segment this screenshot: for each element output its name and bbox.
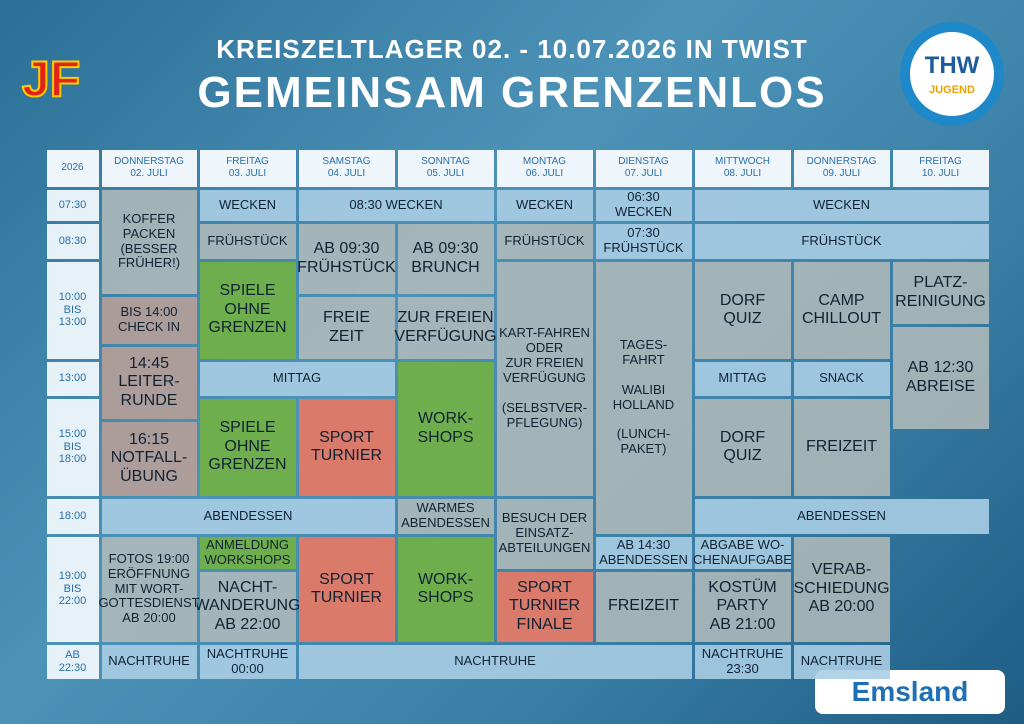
header-date: 03. JULI (228, 168, 267, 179)
time-label: AB 22:30 (46, 644, 99, 679)
day-header: DONNERSTAG 09. JULI (793, 149, 890, 187)
header-day: SONNTAG (421, 156, 470, 167)
header-date: 02. JULI (130, 168, 168, 179)
schedule-cell: SPORT TURNIER FINALE (496, 571, 593, 642)
schedule-cell: AB 09:30 FRÜHSTÜCK (297, 223, 396, 294)
header-date: 08. JULI (723, 168, 762, 179)
header-date: 09. JULI (822, 168, 861, 179)
schedule-cell: ZUR FREIEN VERFÜGUNG (394, 296, 497, 359)
time-label: 18:00 (46, 498, 99, 534)
schedule-cell: WORK- SHOPS (397, 361, 494, 496)
title: KREISZELTLAGER 02. - 10.07.2026 IN TWIST (216, 34, 808, 64)
logo-jf: JF (21, 50, 81, 108)
schedule-cell: 14:45 LEITER- RUNDE (101, 346, 197, 419)
schedule-cell: NACHT- WANDERUNG AB 22:00 (194, 571, 301, 642)
schedule-cell: 16:15 NOTFALL- ÜBUNG (101, 421, 197, 496)
header-day: MITTWOCH (715, 156, 770, 167)
logo-thw: THW (924, 52, 980, 79)
schedule-cell: CAMP CHILLOUT (793, 261, 890, 359)
time-label: 19:00 BIS 22:00 (46, 536, 99, 642)
schedule-cell: KOSTÜM PARTY AB 21:00 (694, 571, 791, 642)
day-header: FREITAG 03. JULI (199, 149, 296, 187)
header-day: FREITAG (226, 156, 269, 167)
schedule-cell: TAGES- FAHRT WALIBI HOLLAND (LUNCH- PAKE… (595, 261, 692, 534)
schedule-cell: VERAB- SCHIEDUNG AB 20:00 (793, 536, 890, 642)
time-label: 10:00 BIS 13:00 (46, 261, 99, 359)
schedule-cell: 06:30 WECKEN (595, 189, 692, 221)
schedule-cell: FRÜHSTÜCK (199, 223, 296, 259)
schedule-cell: FREIZEIT (793, 398, 890, 496)
header-date: 04. JULI (327, 168, 366, 179)
logo-jugend: JUGEND (929, 84, 975, 96)
day-header: DONNERSTAG 02. JULI (101, 149, 197, 187)
schedule-cell: NACHTRUHE 00:00 (199, 644, 296, 679)
schedule-cell: FREIZEIT (595, 571, 692, 642)
schedule-cell: AB 12:30 ABREISE (892, 326, 989, 429)
schedule-cell: 08:30 WECKEN (298, 189, 494, 221)
schedule-cell: SPORT TURNIER (298, 398, 395, 496)
schedule-cell: MITTAG (199, 361, 395, 396)
time-label: 08:30 (46, 223, 99, 259)
schedule-cell: KOFFER PACKEN (BESSER FRÜHER!) (101, 189, 197, 294)
schedule-cell: NACHTRUHE (101, 644, 197, 679)
schedule-cell: FRÜHSTÜCK (694, 223, 989, 259)
schedule-cell: SNACK (793, 361, 890, 396)
schedule-cell: NACHTRUHE (793, 644, 890, 679)
schedule-cell: NACHTRUHE 23:30 (694, 644, 791, 679)
schedule-cell: PLATZ- REINIGUNG (892, 261, 989, 324)
day-header: FREITAG 10. JULI (892, 149, 989, 187)
logo-thw-badge (900, 22, 1004, 126)
schedule-cell: KART-FAHREN ODER ZUR FREIEN VERFÜGUNG (S… (496, 261, 593, 496)
schedule-cell: ABENDESSEN (101, 498, 395, 534)
schedule-cell: SPORT TURNIER (298, 536, 395, 642)
day-header: DIENSTAG 07. JULI (595, 149, 692, 187)
header-date: 10. JULI (921, 168, 960, 179)
schedule-cell: BIS 14:00 CHECK IN (101, 296, 197, 344)
schedule-cell: MITTAG (694, 361, 791, 396)
day-header: MITTWOCH 08. JULI (694, 149, 791, 187)
header-day: DIENSTAG (618, 156, 669, 167)
header-date: 05. JULI (426, 168, 465, 179)
header-date: 06. JULI (525, 168, 564, 179)
time-label: 13:00 (46, 361, 99, 396)
subtitle: GEMEINSAM GRENZENLOS (197, 68, 827, 117)
schedule-cell: DORF QUIZ (694, 261, 791, 359)
day-header: SAMSTAG 04. JULI (298, 149, 395, 187)
corner: 2026 (46, 149, 99, 187)
schedule-cell: AB 14:30 ABENDESSEN (595, 536, 692, 569)
header-day: MONTAG (522, 156, 567, 167)
schedule-cell: WORK- SHOPS (397, 536, 494, 642)
schedule-cell: NACHTRUHE (298, 644, 692, 679)
schedule-cell: ANMELDUNG WORKSHOPS (199, 536, 296, 569)
schedule-cell: SPIELE OHNE GRENZEN (199, 398, 296, 496)
schedule-cell: AB 09:30 BRUNCH (397, 223, 494, 294)
time-label: 07:30 (46, 189, 99, 221)
schedule-cell: ABGABE WO- CHENAUFGABE (693, 536, 792, 569)
schedule-cell: BESUCH DER EINSATZ- ABTEILUNGEN (496, 498, 593, 569)
header-day: DONNERSTAG (114, 156, 184, 167)
schedule-cell: 07:30 FRÜHSTÜCK (595, 223, 692, 259)
header-day: SAMSTAG (322, 156, 371, 167)
schedule-cell: FRÜHSTÜCK (496, 223, 593, 259)
schedule-cell: WECKEN (694, 189, 989, 221)
schedule-cell: ABENDESSEN (694, 498, 989, 534)
header-date: 07. JULI (624, 168, 663, 179)
time-label: 15:00 BIS 18:00 (46, 398, 99, 496)
header-day: FREITAG (919, 156, 962, 167)
day-header: MONTAG 06. JULI (496, 149, 593, 187)
schedule-cell: WECKEN (496, 189, 593, 221)
schedule-cell: WARMES ABENDESSEN (397, 498, 494, 534)
header-day: DONNERSTAG (806, 156, 877, 167)
schedule-cell: FREIE ZEIT (298, 296, 395, 359)
schedule-cell: SPIELE OHNE GRENZEN (199, 261, 296, 359)
schedule-cell: FOTOS 19:00 ERÖFFNUNG MIT WORT- GOTTESDI… (98, 536, 200, 642)
day-header: SONNTAG 05. JULI (397, 149, 494, 187)
schedule-cell: WECKEN (199, 189, 296, 221)
schedule-cell: DORF QUIZ (694, 398, 791, 496)
